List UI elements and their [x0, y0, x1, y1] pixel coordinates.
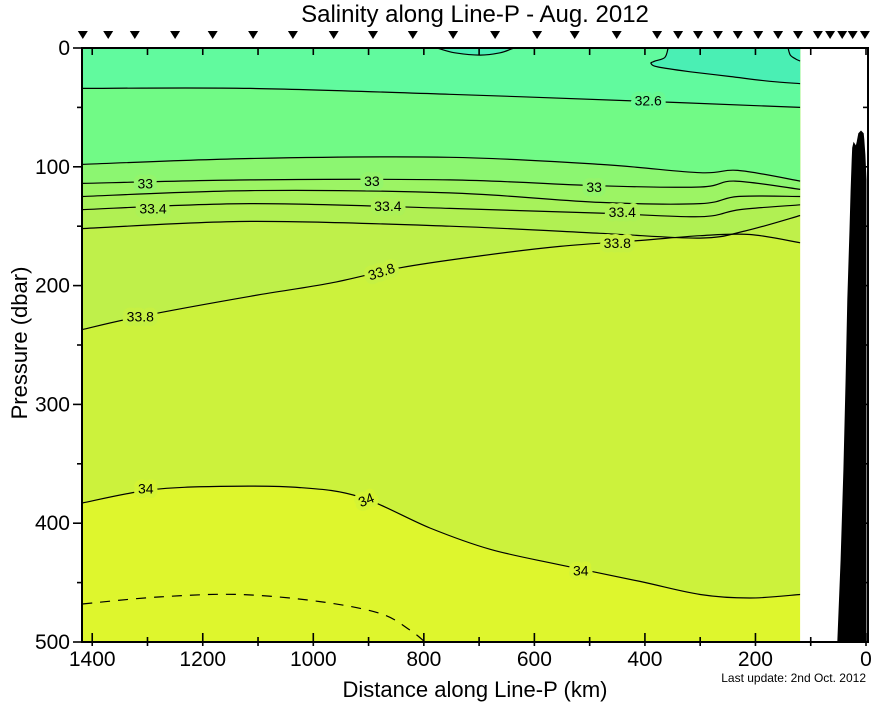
last-update-note: Last update: 2nd Oct. 2012 [721, 671, 866, 685]
contour-fills [82, 48, 801, 642]
contour-label-33.8: 33.8 [127, 309, 154, 325]
band-above-32.6 [82, 48, 801, 108]
station-marker [712, 31, 723, 39]
station-marker [207, 31, 218, 39]
station-marker [652, 31, 663, 39]
contour-label-33.4: 33.4 [139, 200, 166, 216]
contour-label-33.4: 33.4 [609, 204, 636, 220]
station-marker [673, 31, 684, 39]
coastal-surface-patch [650, 48, 801, 84]
station-marker [773, 31, 784, 39]
x-axis-title: Distance along Line-P (km) [342, 677, 608, 702]
station-marker [837, 31, 848, 39]
station-marker [825, 31, 836, 39]
x-tick-label: 200 [738, 648, 773, 671]
contour-label-32.6: 32.6 [635, 92, 662, 108]
contour-label-33: 33 [138, 175, 154, 191]
station-marker [812, 31, 823, 39]
station-marker [448, 31, 459, 39]
station-marker [611, 31, 622, 39]
station-marker [170, 31, 181, 39]
axes [73, 47, 869, 646]
y-tick-label: 400 [35, 512, 70, 535]
sea-floor-silhouette [837, 130, 867, 643]
contour-label-34: 34 [573, 563, 589, 579]
contour-label-34: 34 [138, 481, 154, 497]
contour-label-33: 33 [364, 173, 380, 189]
contour-line-33 [82, 178, 801, 190]
contour-line-34 [82, 485, 801, 599]
station-marker [569, 31, 580, 39]
station-marker [847, 31, 858, 39]
contour-line-33.2 [82, 189, 801, 205]
y-tick-label: 100 [35, 156, 70, 179]
x-tick-label: 0 [860, 648, 872, 671]
station-marker [793, 31, 803, 39]
x-tick-label: 400 [627, 648, 662, 671]
station-marker [407, 31, 418, 39]
station-marker [129, 31, 140, 39]
contour-line-32.4 [436, 48, 515, 56]
contour-line-32.8 [82, 156, 801, 182]
y-tick-label: 300 [35, 393, 70, 416]
x-tick-label: 1400 [69, 648, 116, 671]
station-marker [287, 31, 298, 39]
corner-patch [788, 48, 801, 62]
tick-labels: 1400 1200 1000 800 600 400 200 0 0 100 200 300 400 50… [35, 37, 872, 671]
station-marker [77, 31, 88, 39]
contour-line-33.4 [82, 202, 801, 218]
y-tick-label: 500 [35, 631, 70, 654]
contour-lines [82, 48, 801, 642]
y-tick-label: 0 [58, 37, 70, 60]
contour-line-33.8 [82, 233, 801, 331]
station-marker [693, 31, 703, 39]
x-tick-label: 1000 [290, 648, 337, 671]
station-marker [859, 31, 870, 39]
y-tick-label: 200 [35, 275, 70, 298]
contour-label-33.8: 33.8 [604, 235, 631, 251]
station-marker [248, 31, 259, 39]
station-marker [328, 31, 339, 39]
station-marker [368, 31, 378, 39]
contour-line-32.2 [787, 48, 801, 62]
x-tick-label: 600 [517, 648, 552, 671]
station-marker [103, 31, 114, 39]
chart-title: Salinity along Line-P - Aug. 2012 [301, 1, 649, 28]
station-marker [732, 31, 743, 39]
station-marker [532, 31, 543, 39]
x-tick-label: 800 [406, 648, 441, 671]
station-marker [490, 31, 501, 39]
contour-line-34.2 [82, 593, 426, 642]
bathymetry [837, 130, 867, 643]
contour-line-32.4 [650, 48, 801, 85]
contour-label-33.4: 33.4 [374, 198, 401, 214]
x-tick-label: 1200 [179, 648, 226, 671]
y-axis-title: Pressure (dbar) [7, 266, 32, 420]
station-marker [753, 31, 764, 39]
station-markers [77, 31, 870, 39]
contour-label-33: 33 [586, 179, 602, 195]
contour-line-32.6 [82, 87, 801, 108]
